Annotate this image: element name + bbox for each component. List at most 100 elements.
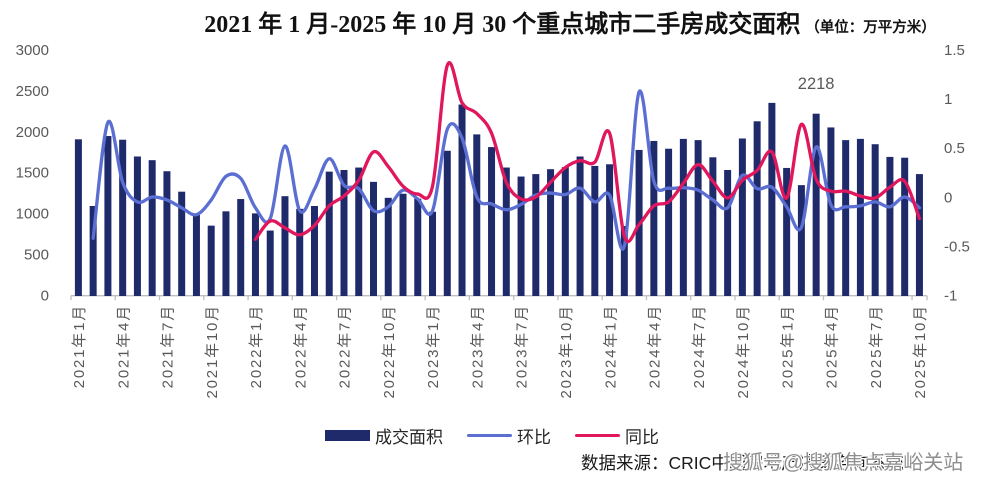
bar-2023-03 bbox=[458, 104, 466, 296]
bar-2023-12 bbox=[591, 165, 599, 296]
left-axis-tick-label: 1000 bbox=[16, 206, 49, 223]
bar-2023-08 bbox=[532, 174, 540, 296]
x-axis-tick-label: 2025年1月 bbox=[779, 304, 796, 388]
x-axis-tick-label: 2024年10月 bbox=[735, 304, 752, 398]
legend-item-mom: 环比 bbox=[467, 423, 551, 448]
bar-2024-10 bbox=[738, 138, 746, 296]
x-axis-tick-label: 2021年10月 bbox=[204, 304, 221, 398]
right-axis-tick-label: -1 bbox=[944, 287, 957, 304]
left-axis-tick-label: 2500 bbox=[16, 83, 49, 100]
bar-2021-11 bbox=[222, 211, 230, 296]
bar-2021-01 bbox=[74, 139, 82, 296]
bar-2025-09 bbox=[901, 157, 909, 296]
bar-2021-03 bbox=[104, 136, 112, 296]
bar-2022-02 bbox=[266, 230, 274, 296]
bar-2021-08 bbox=[178, 191, 186, 296]
bar-2024-07 bbox=[694, 140, 702, 296]
bar-2022-03 bbox=[281, 196, 289, 296]
bar-2025-01 bbox=[783, 167, 791, 296]
yoy-line-swatch-icon bbox=[575, 433, 620, 438]
legend-item-yoy: 同比 bbox=[575, 423, 659, 448]
bar-2022-08 bbox=[355, 167, 363, 296]
bar-2023-07 bbox=[517, 176, 525, 296]
bar-2023-01 bbox=[429, 211, 437, 296]
mom-line-swatch-icon bbox=[467, 433, 512, 438]
right-axis-tick-label: 0 bbox=[944, 189, 952, 206]
bar-2023-09 bbox=[547, 169, 555, 296]
bar-2022-11 bbox=[399, 193, 407, 296]
chart-title-main: 2021 年 1 月-2025 年 10 月 30 个重点城市二手房成交面积 bbox=[204, 12, 801, 38]
bar-2023-11 bbox=[576, 156, 584, 296]
bar-2024-09 bbox=[724, 169, 732, 296]
left-axis-tick-label: 1500 bbox=[16, 165, 49, 182]
bar-2022-06 bbox=[325, 171, 333, 296]
bar-swatch-icon bbox=[325, 430, 370, 441]
x-axis-tick-label: 2023年1月 bbox=[425, 304, 442, 388]
x-axis-tick-label: 2022年7月 bbox=[337, 304, 354, 388]
chart-title-unit: （单位：万平方米） bbox=[805, 20, 936, 36]
legend-label-mom: 环比 bbox=[517, 428, 551, 447]
x-axis-tick-label: 2024年4月 bbox=[647, 304, 664, 388]
bar-2022-07 bbox=[340, 169, 348, 296]
bar-annotation: 2218 bbox=[798, 75, 835, 93]
bar-2021-05 bbox=[133, 156, 141, 296]
bar-2023-05 bbox=[488, 147, 496, 296]
bar-2021-12 bbox=[237, 199, 245, 296]
bar-2025-03 bbox=[812, 113, 820, 296]
bar-2022-05 bbox=[310, 206, 318, 296]
bar-2021-06 bbox=[148, 160, 156, 296]
data-source-text: 数据来源：CRIC中国房地产决策咨询系统 bbox=[581, 453, 904, 473]
x-axis-tick-label: 2024年7月 bbox=[691, 304, 708, 388]
bar-2021-02 bbox=[89, 206, 97, 296]
bar-2024-06 bbox=[679, 138, 687, 296]
bar-2024-01 bbox=[606, 164, 614, 296]
legend-item-bar: 成交面积 bbox=[325, 423, 443, 448]
x-axis-tick-label: 2023年7月 bbox=[514, 304, 531, 388]
x-axis-tick-label: 2021年4月 bbox=[115, 304, 132, 388]
bar-2024-04 bbox=[650, 140, 658, 296]
bar-2023-04 bbox=[473, 134, 481, 296]
left-axis-tick-label: 0 bbox=[41, 287, 49, 304]
legend-label-bar: 成交面积 bbox=[375, 428, 443, 447]
bar-2025-04 bbox=[827, 127, 835, 296]
bar-2025-08 bbox=[886, 156, 894, 296]
bar-2022-04 bbox=[296, 208, 304, 296]
bar-2025-05 bbox=[842, 140, 850, 296]
x-axis-tick-label: 2023年10月 bbox=[558, 304, 575, 398]
x-axis-tick-label: 2021年7月 bbox=[160, 304, 177, 388]
legend: 成交面积 环比 同比 bbox=[0, 423, 984, 448]
bar-2025-06 bbox=[856, 138, 864, 296]
bar-2023-02 bbox=[443, 150, 451, 296]
x-axis-tick-label: 2025年10月 bbox=[912, 304, 929, 398]
bar-2021-07 bbox=[163, 171, 171, 296]
right-axis-tick-label: 0.5 bbox=[944, 140, 965, 157]
right-axis-tick-label: 1.5 bbox=[944, 42, 965, 59]
x-axis-tick-label: 2023年4月 bbox=[469, 304, 486, 388]
left-axis-tick-label: 2000 bbox=[16, 124, 49, 141]
yoy-line bbox=[253, 61, 922, 244]
x-axis-tick-label: 2024年1月 bbox=[602, 304, 619, 388]
x-axis-tick-label: 2025年7月 bbox=[868, 304, 885, 388]
chart-title: 2021 年 1 月-2025 年 10 月 30 个重点城市二手房成交面积 （单… bbox=[204, 4, 936, 39]
x-axis-tick-label: 2021年1月 bbox=[71, 304, 88, 388]
bar-2021-09 bbox=[192, 215, 200, 296]
bar-2022-12 bbox=[414, 198, 422, 296]
bar-2021-10 bbox=[207, 225, 215, 296]
bar-2022-10 bbox=[384, 197, 392, 296]
watermark-text: 搜狐号@搜狐焦点嘉峪关站 bbox=[723, 452, 964, 474]
legend-label-yoy: 同比 bbox=[625, 428, 659, 447]
bar-2022-01 bbox=[251, 213, 259, 296]
bar-2025-02 bbox=[797, 185, 805, 296]
bar-2023-10 bbox=[561, 167, 569, 296]
bar-2025-07 bbox=[871, 144, 879, 296]
bar-2025-10 bbox=[915, 174, 923, 296]
left-axis-tick-label: 3000 bbox=[16, 42, 49, 59]
x-axis-tick-label: 2022年4月 bbox=[292, 304, 309, 388]
bar-2023-06 bbox=[502, 167, 510, 296]
x-axis-tick-label: 2022年1月 bbox=[248, 304, 265, 388]
bar-2024-05 bbox=[665, 148, 673, 296]
right-axis-tick-label: 1 bbox=[944, 91, 952, 108]
mom-line bbox=[91, 89, 922, 251]
